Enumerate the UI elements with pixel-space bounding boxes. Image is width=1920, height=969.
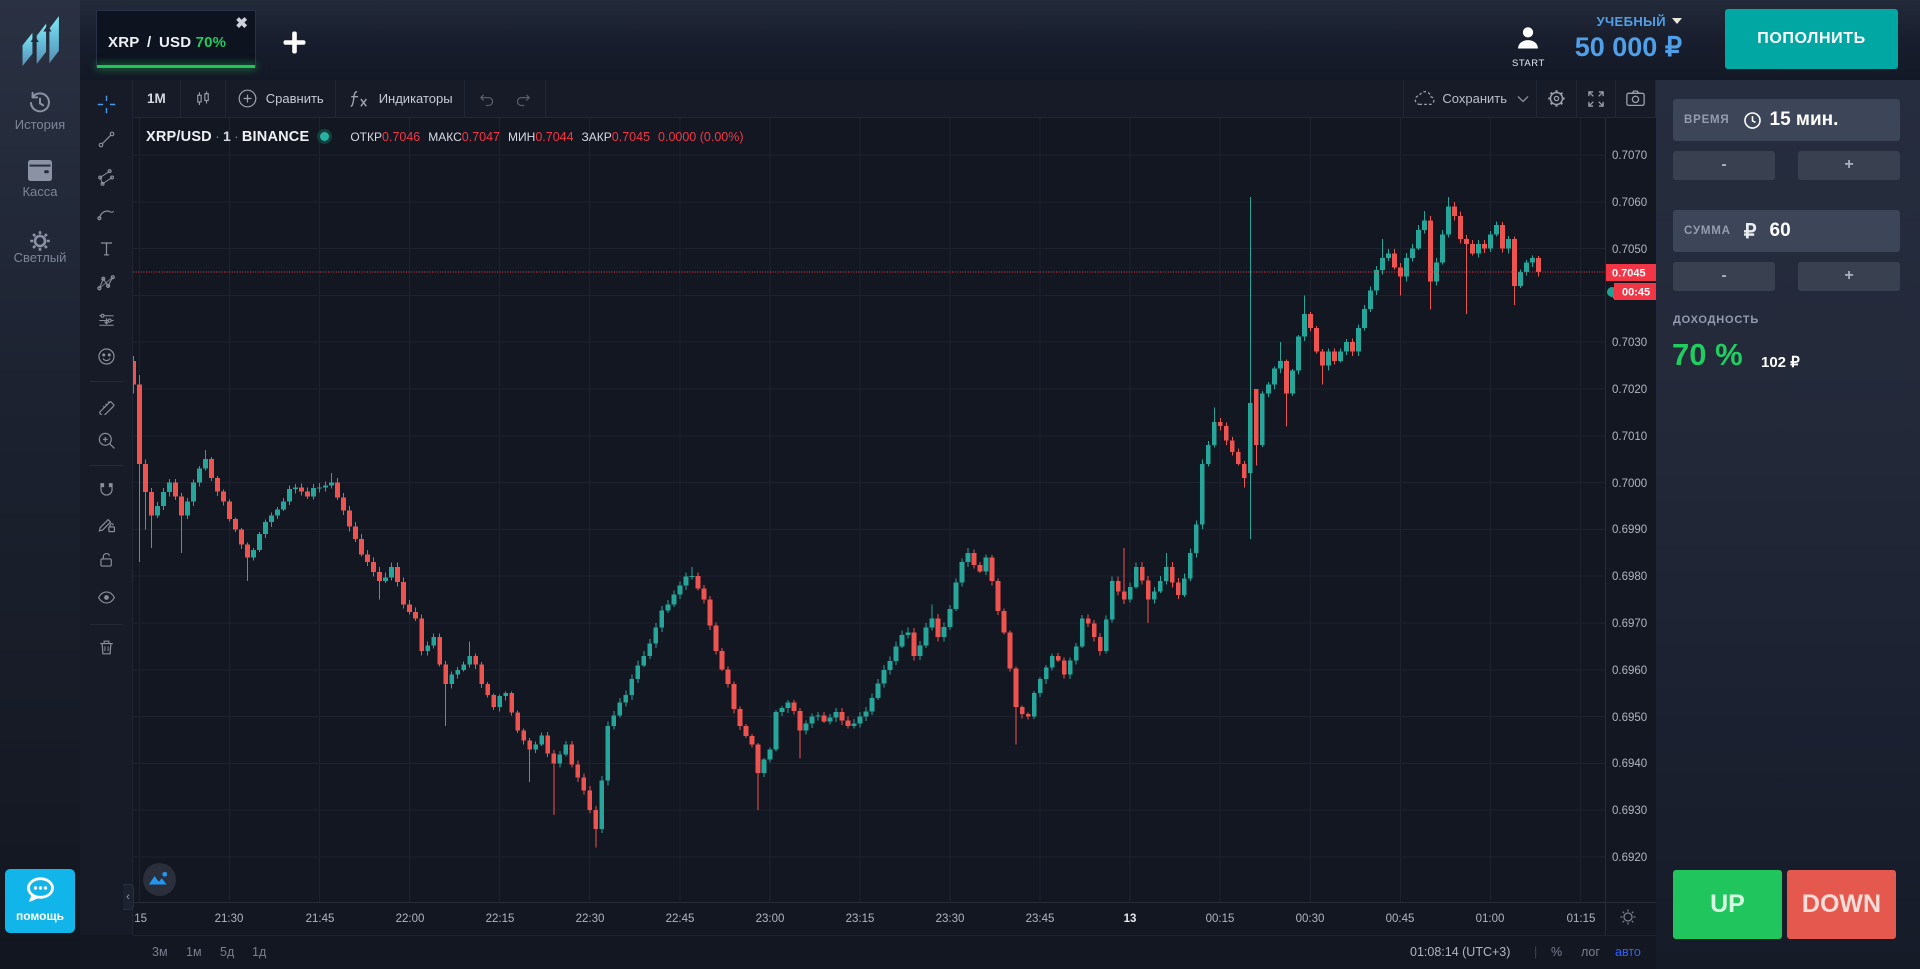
svg-text:13: 13 (1124, 913, 1137, 925)
svg-text:23:15: 23:15 (846, 913, 875, 925)
svg-text:23:30: 23:30 (936, 913, 965, 925)
svg-text:0.6980: 0.6980 (1612, 571, 1647, 583)
svg-text:0.6920: 0.6920 (1612, 852, 1647, 864)
svg-text:0.7045: 0.7045 (1612, 268, 1646, 280)
svg-text:00:15: 00:15 (1206, 913, 1235, 925)
svg-text:22:30: 22:30 (576, 913, 605, 925)
svg-text:21:30: 21:30 (215, 913, 244, 925)
svg-text:01:00: 01:00 (1476, 913, 1505, 925)
svg-text:22:45: 22:45 (666, 913, 695, 925)
svg-text:23:45: 23:45 (1026, 913, 1055, 925)
svg-text:0.7020: 0.7020 (1612, 384, 1647, 396)
svg-text:0.7070: 0.7070 (1612, 150, 1647, 162)
svg-text:0.7010: 0.7010 (1612, 431, 1647, 443)
svg-text:0.6930: 0.6930 (1612, 805, 1647, 817)
svg-text:23:00: 23:00 (756, 913, 785, 925)
svg-text:0.7030: 0.7030 (1612, 337, 1647, 349)
svg-text:0.7050: 0.7050 (1612, 244, 1647, 256)
svg-text:0.6990: 0.6990 (1612, 524, 1647, 536)
svg-text:21:45: 21:45 (306, 913, 335, 925)
svg-text:0.7000: 0.7000 (1612, 478, 1647, 490)
svg-text:00:45: 00:45 (1386, 913, 1415, 925)
svg-text:0.6940: 0.6940 (1612, 758, 1647, 770)
svg-text:00:30: 00:30 (1296, 913, 1325, 925)
svg-text:00:45: 00:45 (1622, 287, 1650, 299)
svg-text:0.6960: 0.6960 (1612, 665, 1647, 677)
svg-text:01:15: 01:15 (1567, 913, 1596, 925)
svg-text:22:00: 22:00 (396, 913, 425, 925)
svg-text:0.6970: 0.6970 (1612, 618, 1647, 630)
svg-text:0.7060: 0.7060 (1612, 197, 1647, 209)
svg-text:22:15: 22:15 (486, 913, 515, 925)
svg-text::15: :15 (133, 913, 147, 925)
svg-text:0.6950: 0.6950 (1612, 712, 1647, 724)
